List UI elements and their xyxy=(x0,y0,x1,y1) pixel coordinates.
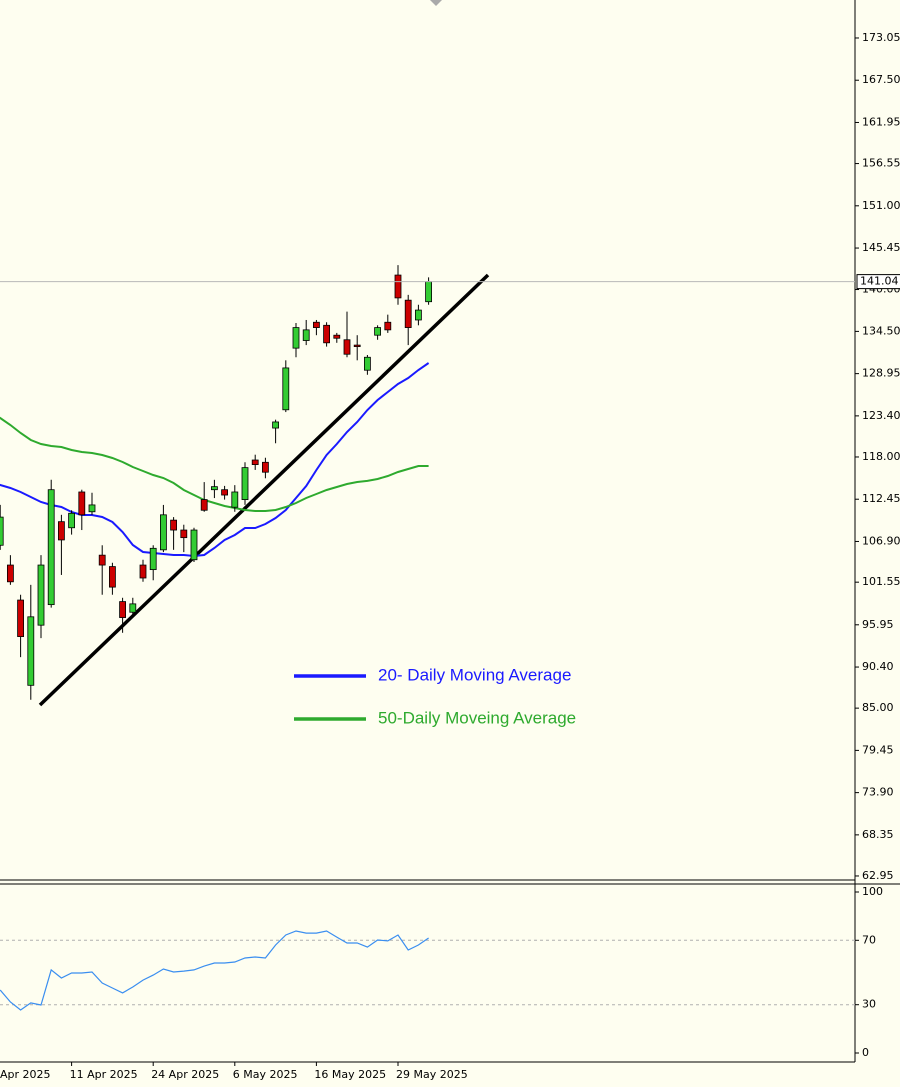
candle-body xyxy=(98,554,106,566)
y-tick-label: 145.45 xyxy=(862,241,900,254)
candle-body xyxy=(261,461,269,473)
candle-body xyxy=(241,467,249,500)
candle-body xyxy=(394,274,402,299)
candle-body xyxy=(312,321,320,328)
candle-body xyxy=(333,334,341,339)
x-tick-label: Apr 2025 xyxy=(0,1068,51,1081)
candle-body xyxy=(88,504,96,513)
candle-body xyxy=(251,459,259,465)
y-tick-label: 90.40 xyxy=(862,660,894,673)
candle-body xyxy=(384,321,392,331)
x-tick-label: 24 Apr 2025 xyxy=(151,1068,219,1081)
moving-average-line xyxy=(0,416,429,512)
last-price-label: 141.04 xyxy=(860,275,899,288)
candle-body xyxy=(7,564,14,583)
candle-body xyxy=(210,486,218,491)
candle-body xyxy=(78,491,86,516)
candle-body xyxy=(149,547,157,571)
x-tick-label: 6 May 2025 xyxy=(233,1068,298,1081)
candle-body xyxy=(292,327,300,349)
y-tick-label: 101.55 xyxy=(862,575,900,588)
y-tick-label: 106.90 xyxy=(862,534,900,547)
candle-body xyxy=(0,516,4,546)
y-tick-label: 156.55 xyxy=(862,157,900,170)
y-tick-label: 79.45 xyxy=(862,743,894,756)
candle-body xyxy=(27,616,35,686)
candle-body xyxy=(363,356,371,371)
marker xyxy=(430,0,442,6)
candle-body xyxy=(180,529,188,539)
candle-body xyxy=(374,327,382,336)
candle-body xyxy=(119,601,126,618)
y-tick-label: 128.95 xyxy=(862,367,900,380)
legend-label: 50-Daily Moveing Average xyxy=(378,708,576,727)
y-tick-label: 134.50 xyxy=(862,324,900,337)
candle-body xyxy=(58,521,65,541)
trend-line xyxy=(38,273,490,707)
y-tick-label: 85.00 xyxy=(862,701,894,714)
candle-body xyxy=(272,421,280,429)
y-tick-label: 112.45 xyxy=(862,492,900,505)
candle-body xyxy=(159,514,167,551)
legend: 20- Daily Moving Average 50-Daily Moveing… xyxy=(294,665,576,727)
y-tick-label: 151.00 xyxy=(862,199,900,212)
y-tick-label: 118.00 xyxy=(862,450,900,463)
y-tick-label: 173.05 xyxy=(862,31,900,44)
candle-body xyxy=(302,329,310,341)
candle-body xyxy=(282,367,290,411)
candle-body xyxy=(343,339,351,355)
y-tick-label: 68.35 xyxy=(862,828,894,841)
y-tick-label: 161.95 xyxy=(862,115,900,128)
legend-label: 20- Daily Moving Average xyxy=(378,665,571,684)
candle-body xyxy=(231,491,239,508)
x-tick-label: 11 Apr 2025 xyxy=(70,1068,138,1081)
candle-body xyxy=(200,499,208,511)
candle-body xyxy=(190,529,198,561)
y-tick-label: 62.95 xyxy=(862,869,894,882)
candle-body xyxy=(170,519,178,531)
candle-body xyxy=(17,599,25,637)
y-tick-label: 167.50 xyxy=(862,73,900,86)
y-tick-label: 0 xyxy=(862,1046,869,1059)
x-tick-label: 16 May 2025 xyxy=(314,1068,386,1081)
candle-body xyxy=(129,603,137,613)
candle-body xyxy=(404,299,412,328)
y-tick-label: 70 xyxy=(862,933,876,946)
last-price-box xyxy=(856,274,900,290)
rsi-line xyxy=(0,930,429,1011)
candle-body xyxy=(109,566,116,588)
moving-average-line xyxy=(0,362,430,558)
candle-body xyxy=(139,564,147,579)
y-tick-label: 100 xyxy=(862,885,883,898)
candle-body xyxy=(68,512,75,529)
x-tick-label: 29 May 2025 xyxy=(396,1068,468,1081)
candle-body xyxy=(47,489,55,606)
candle-body xyxy=(323,324,331,344)
candle-body xyxy=(221,489,229,496)
y-tick-label: 30 xyxy=(862,998,876,1011)
y-tick-label: 95.95 xyxy=(862,618,894,631)
candle-body xyxy=(37,564,45,626)
candle-body xyxy=(425,281,433,303)
candle-body xyxy=(353,344,361,348)
candle-body xyxy=(414,309,422,321)
y-tick-label: 73.90 xyxy=(862,786,894,799)
y-tick-label: 123.40 xyxy=(862,409,900,422)
